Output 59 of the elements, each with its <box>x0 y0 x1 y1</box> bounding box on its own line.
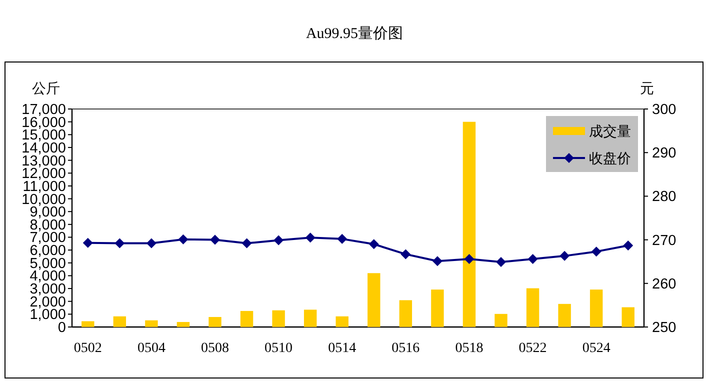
bar <box>558 304 571 327</box>
point <box>242 238 252 248</box>
bar <box>462 122 476 327</box>
x-tick-label: 0514 <box>328 341 356 356</box>
x-tick-label: 0522 <box>518 341 547 356</box>
x-tick-label: 0510 <box>264 341 293 356</box>
bar <box>272 310 285 327</box>
x-tick-label: 0516 <box>392 341 420 356</box>
bar <box>208 317 222 327</box>
bar <box>176 322 190 327</box>
y-axis-title: 公斤 <box>32 81 60 97</box>
bar <box>82 321 94 327</box>
bar <box>336 316 348 327</box>
x-tick-label: 0518 <box>455 341 484 356</box>
y-tick-label: 11,000 <box>22 178 66 195</box>
x-tick-label: 0502 <box>74 341 102 356</box>
y2-tick-label: 300 <box>652 102 676 118</box>
point <box>464 254 474 264</box>
bar <box>526 288 540 327</box>
legend-label: 收盘价 <box>589 151 631 167</box>
point <box>178 234 188 244</box>
point <box>528 254 538 264</box>
y2-tick-label: 260 <box>652 276 676 292</box>
point <box>432 256 442 266</box>
bar <box>622 307 634 327</box>
point <box>146 238 156 248</box>
point <box>591 246 602 257</box>
bar <box>399 300 412 327</box>
point <box>337 234 348 244</box>
point <box>400 249 411 260</box>
bar <box>494 314 508 327</box>
point <box>82 238 93 248</box>
point <box>114 238 125 248</box>
point <box>274 235 284 246</box>
point <box>368 239 379 250</box>
point <box>623 240 634 250</box>
bar <box>431 290 444 327</box>
x-tick-label: 0524 <box>582 341 610 356</box>
bar <box>145 320 158 327</box>
point <box>496 257 506 268</box>
point <box>560 250 570 261</box>
x-tick-label: 0504 <box>137 341 166 356</box>
y2-axis-title: 元 <box>640 82 654 97</box>
y2-tick-label: 290 <box>652 146 676 162</box>
y-tick-label: 17,000 <box>22 102 66 118</box>
point <box>305 232 316 243</box>
bar <box>113 316 126 327</box>
y2-tick-label: 270 <box>652 232 676 249</box>
y2-tick-label: 280 <box>652 189 676 206</box>
bar <box>368 273 380 327</box>
bar <box>304 310 317 327</box>
legend-label: 成交量 <box>589 124 631 140</box>
bar <box>590 290 603 327</box>
y2-tick-label: 250 <box>652 320 676 336</box>
point <box>210 234 220 245</box>
x-tick-label: 0508 <box>201 341 229 356</box>
bar <box>240 310 254 327</box>
chart-title: Au99.95量价图 <box>306 25 404 42</box>
y-tick-label: 14,000 <box>22 140 66 156</box>
